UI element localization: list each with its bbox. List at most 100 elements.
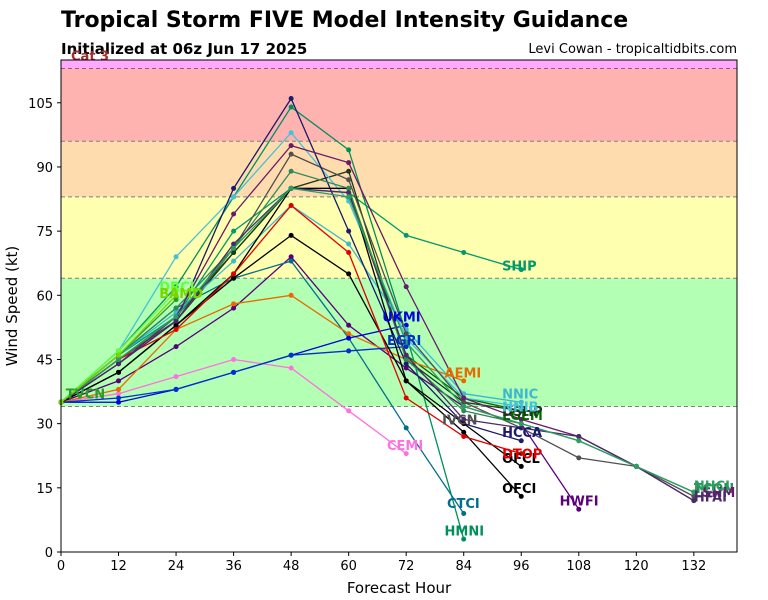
data-point [576, 438, 582, 444]
data-point [346, 241, 352, 247]
data-point [346, 331, 352, 337]
data-point [518, 493, 524, 499]
data-point [231, 275, 237, 281]
x-tick-label: 0 [57, 559, 65, 574]
data-point [116, 386, 122, 392]
data-point [288, 292, 294, 298]
data-point [173, 344, 179, 350]
data-point [288, 168, 294, 174]
data-point [518, 404, 524, 410]
data-point [346, 160, 352, 166]
series-label-drcl: DRCL [159, 281, 198, 296]
data-point [116, 361, 122, 367]
data-point [288, 185, 294, 191]
data-point [346, 335, 352, 341]
data-point [173, 297, 179, 303]
series-label-ofcl: OFCL [502, 452, 540, 467]
data-point [116, 395, 122, 401]
data-point [576, 455, 582, 461]
data-point [346, 408, 352, 414]
series-line-hfai [60, 187, 695, 502]
data-point [346, 185, 352, 191]
data-point [403, 322, 409, 328]
data-point [173, 327, 179, 333]
data-point [116, 356, 122, 362]
data-point [461, 408, 467, 414]
series-label-nhci: NHCI [694, 480, 730, 495]
data-point [691, 498, 697, 504]
band-4 [61, 60, 737, 69]
series-label-hcca: HCCA [502, 426, 542, 441]
data-point [461, 510, 467, 516]
data-point [403, 284, 409, 290]
data-point [231, 258, 237, 264]
series-label-nnib: NNIB [502, 401, 539, 416]
data-point [288, 151, 294, 157]
data-point [403, 395, 409, 401]
y-tick-label: 30 [36, 418, 53, 433]
data-point [403, 378, 409, 384]
data-point [403, 361, 409, 367]
data-point [461, 395, 467, 401]
data-point [116, 369, 122, 375]
x-tick-label: 36 [225, 559, 242, 574]
series-line-aemi [60, 294, 464, 403]
x-tick-label: 12 [110, 559, 127, 574]
data-point [346, 228, 352, 234]
data-point [518, 451, 524, 457]
x-tick-label: 84 [455, 559, 472, 574]
data-point [346, 168, 352, 174]
data-point [518, 267, 524, 273]
data-point [231, 301, 237, 307]
data-point [346, 271, 352, 277]
x-tick-label: 24 [168, 559, 185, 574]
data-point [518, 425, 524, 431]
data-point [346, 177, 352, 183]
x-tick-label: 48 [283, 559, 300, 574]
series-label-dshp: DSHP [502, 405, 543, 420]
data-point [461, 399, 467, 405]
data-point [173, 374, 179, 380]
y-tick-label: 75 [36, 225, 53, 240]
data-point [461, 404, 467, 410]
series-label-nnic: NNIC [502, 388, 538, 403]
data-point [116, 352, 122, 358]
series-label-bamd: BAMD [159, 287, 203, 302]
data-point [518, 408, 524, 414]
data-point [231, 211, 237, 217]
data-point [173, 322, 179, 328]
data-point [576, 506, 582, 512]
data-point [288, 232, 294, 238]
data-point [231, 356, 237, 362]
series-label-cemi: CEMI [387, 439, 423, 454]
data-point [461, 416, 467, 422]
data-point [461, 536, 467, 542]
y-tick-label: 60 [36, 289, 53, 304]
data-point [346, 322, 352, 328]
series-label-hmni: HMNI [445, 525, 485, 540]
y-tick-label: 105 [28, 97, 53, 112]
band-1 [61, 196, 737, 279]
data-point [403, 344, 409, 350]
series-label-lgem: LGEM [502, 409, 543, 424]
data-point [461, 421, 467, 427]
data-point [116, 391, 122, 397]
data-point [403, 232, 409, 238]
series-label-tvcn: TVCN [66, 388, 105, 403]
data-point [403, 339, 409, 345]
x-tick-label: 132 [681, 559, 706, 574]
chart-title: Tropical Storm FIVE Model Intensity Guid… [61, 8, 629, 33]
data-point [518, 421, 524, 427]
model-lines [58, 96, 697, 542]
data-point [288, 258, 294, 264]
data-point [346, 348, 352, 354]
chart-credit: Levi Cowan - tropicaltidbits.com [528, 42, 737, 57]
series-label-dtop: DTOP [502, 448, 542, 463]
band-3 [61, 68, 737, 142]
series-label-lshm: LSHM [694, 486, 735, 501]
data-point [116, 348, 122, 354]
series-label-egri: EGRI [387, 334, 421, 349]
data-point [691, 493, 697, 499]
